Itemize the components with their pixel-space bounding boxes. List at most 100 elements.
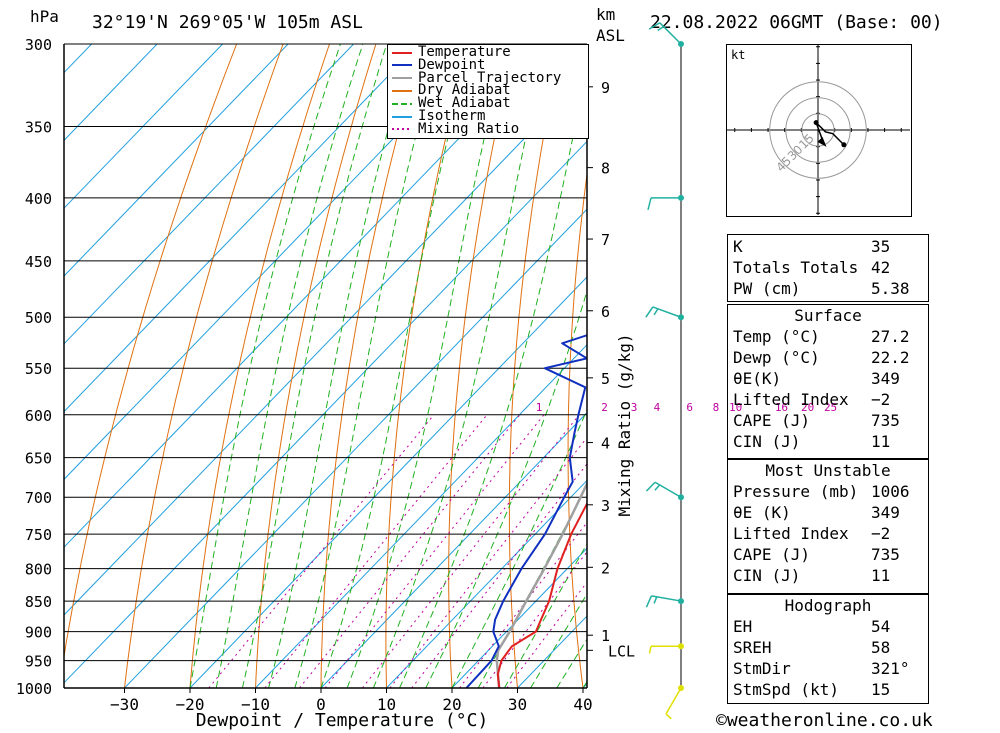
pressure-tick-label: 900 [25, 624, 52, 642]
row-value: −2 [871, 390, 891, 409]
legend-label: Wet Adiabat [418, 95, 511, 112]
row-value: 1006 [871, 482, 910, 501]
mixing-ratio-label: 6 [686, 401, 693, 414]
x-tick-label: 10 [377, 695, 396, 714]
row-label: SREH [733, 638, 772, 657]
wet-adiabat-line [241, 44, 388, 688]
row-value: 321° [871, 659, 910, 678]
legend-item: Mixing Ratio [390, 120, 520, 137]
height-tick-label: 9 [601, 79, 610, 97]
row-label: Lifted Index [733, 524, 849, 543]
height-unit-top: km [596, 5, 616, 24]
panel-row: Lifted Index −2 [729, 389, 927, 410]
row-value: 58 [871, 638, 891, 657]
row-value: −2 [871, 524, 891, 543]
row-label: CAPE (J) [733, 545, 811, 564]
row-label: PW (cm) [733, 279, 801, 298]
wet-adiabat-line [399, 67, 587, 688]
wet-adiabat-line [346, 44, 507, 688]
isotherm-line [64, 44, 158, 142]
isotherm-line [189, 276, 587, 688]
pressure-tick-label: 750 [25, 526, 52, 544]
isotherm-line [64, 44, 354, 345]
isotherm-line [64, 44, 485, 481]
row-label: Temp (°C) [733, 327, 820, 346]
row-label: StmDir [733, 659, 791, 678]
row-value: 42 [871, 258, 891, 277]
legend-swatch [392, 128, 412, 131]
wind-barb [665, 687, 682, 720]
panel-row: CAPE (J) 735 [729, 410, 927, 431]
legend-swatch [392, 77, 412, 80]
dry-adiabat-line [680, 44, 714, 688]
x-tick-label: −30 [110, 695, 139, 714]
row-label: Totals Totals [733, 258, 859, 277]
isotherm-line [64, 44, 223, 209]
panel-title: Surface [794, 306, 862, 325]
height-tick-label: LCL [608, 642, 635, 660]
row-label: EH [733, 617, 753, 636]
row-label: CIN (J) [733, 566, 801, 585]
mixing-ratio-label: 10 [729, 401, 742, 414]
mixing-ratio-line [324, 414, 545, 688]
height-tick-label: 2 [601, 559, 610, 577]
isotherm-line [64, 72, 587, 616]
panel-row: StmSpd (kt) 15 [729, 679, 927, 700]
panel-row: EH 54 [729, 616, 927, 637]
wind-barb [648, 22, 682, 45]
legend-item: Isotherm [390, 109, 485, 123]
row-value: 22.2 [871, 348, 910, 367]
pressure-tick-label: 350 [25, 118, 52, 136]
panel-row: CAPE (J) 735 [729, 544, 927, 565]
mixing-ratio-line [362, 414, 580, 688]
mixing-ratio-line [264, 414, 488, 688]
panel-row: θE (K) 349 [729, 502, 927, 523]
pressure-tick-label: 450 [25, 253, 52, 271]
legend-label: Dry Adiabat [418, 82, 511, 99]
wet-adiabat-line [294, 44, 441, 688]
mixing-ratio-label: 4 [654, 401, 661, 414]
surface-table: Surface Temp (°C) 27.2 Dewp (°C) 22.2 θE(K) 34… [729, 305, 927, 452]
indices-table: K 35 Totals Totals 42 PW (cm) 5.38 [729, 236, 927, 299]
most-unstable-table: Most Unstable Pressure (mb) 1006 θE (K) 349 L… [729, 460, 927, 586]
isotherm-line [255, 344, 587, 688]
mixing-ratio-label: 8 [713, 401, 720, 414]
x-tick-label: 0 [316, 695, 326, 714]
hodograph-box: kt [726, 44, 912, 217]
row-value: 11 [871, 432, 891, 451]
isotherm-line [64, 44, 420, 413]
wind-barb [647, 197, 681, 211]
isotherm-line [0, 44, 26, 688]
row-label: K [733, 237, 743, 256]
mixing-ratio-line [299, 414, 521, 688]
wind-barb [645, 306, 682, 318]
hodograph-ring [801, 113, 835, 147]
row-value: 735 [871, 411, 900, 430]
pressure-tick-label: 700 [25, 489, 52, 507]
pressure-tick-label: 500 [25, 309, 52, 327]
row-value: 349 [871, 503, 900, 522]
row-label: θE(K) [733, 369, 782, 388]
temperature-line [496, 501, 587, 688]
row-label: CAPE (J) [733, 411, 811, 430]
credit-link[interactable]: ©weatheronline.co.uk [716, 710, 933, 731]
height-tick-label: 4 [601, 435, 610, 453]
hodograph-panel [727, 594, 929, 704]
most-unstable-panel [727, 459, 929, 594]
legend-label: Mixing Ratio [418, 120, 520, 137]
hodograph-table: Hodograph EH 54 SREH 58 StmDir 321° StmSpd (kt)… [729, 595, 927, 700]
panel-row: Temp (°C) 27.2 [729, 326, 927, 347]
row-value: 735 [871, 545, 900, 564]
row-label: CIN (J) [733, 432, 801, 451]
surface-panel [727, 304, 929, 459]
row-label: Lifted Index [733, 390, 849, 409]
hodograph-unit: kt [731, 48, 746, 62]
panel-row: SREH 58 [729, 637, 927, 658]
row-value: 11 [871, 566, 891, 585]
wet-adiabat-line [530, 592, 587, 688]
panel-title: Hodograph [784, 596, 872, 615]
row-value: 349 [871, 369, 900, 388]
panel-row: Pressure (mb) 1006 [729, 481, 927, 502]
legend: Temperature Dewpoint Parcel Trajectory Dry … [387, 44, 589, 139]
mixing-ratio-label: 25 [824, 401, 837, 414]
